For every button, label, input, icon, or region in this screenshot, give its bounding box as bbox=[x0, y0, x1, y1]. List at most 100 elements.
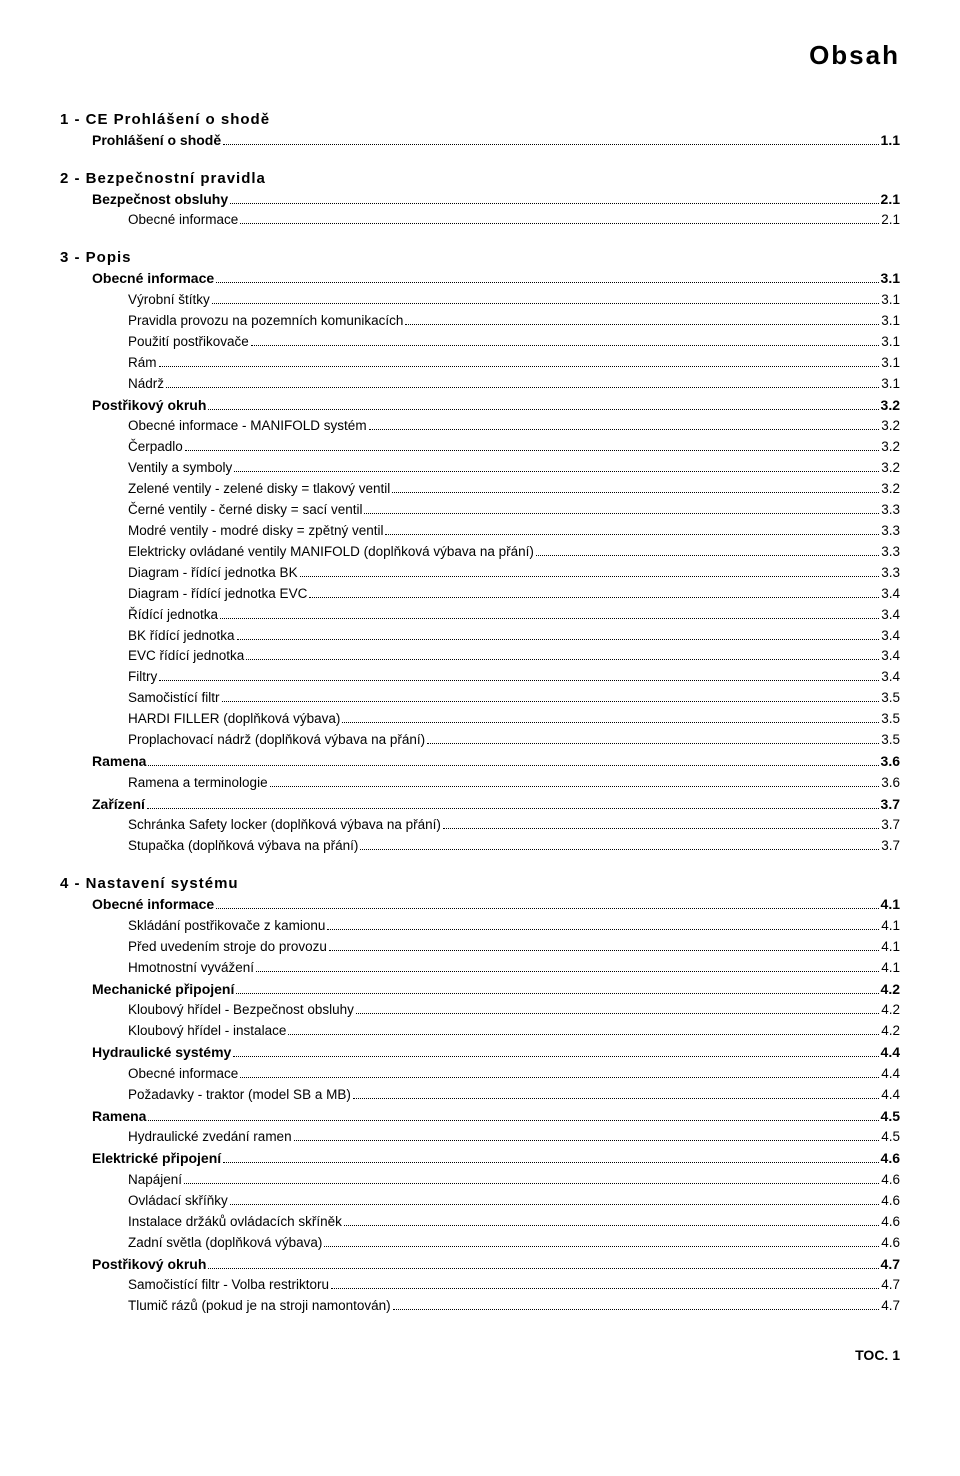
item-page: 3.2 bbox=[881, 479, 900, 500]
toc-item: Samočistící filtr - Volba restriktoru4.7 bbox=[60, 1275, 900, 1296]
section-page: 4.6 bbox=[881, 1148, 900, 1170]
item-page: 4.4 bbox=[881, 1064, 900, 1085]
leader-dots bbox=[385, 534, 879, 535]
toc-item: Elektricky ovládané ventily MANIFOLD (do… bbox=[60, 542, 900, 563]
toc-chapter: 2 - Bezpečnostní pravidlaBezpečnost obsl… bbox=[60, 170, 900, 232]
leader-dots bbox=[237, 639, 880, 640]
toc-item: Tlumič rázů (pokud je na stroji namontov… bbox=[60, 1296, 900, 1317]
item-page: 4.7 bbox=[881, 1275, 900, 1296]
leader-dots bbox=[216, 282, 878, 283]
leader-dots bbox=[270, 786, 880, 787]
item-page: 3.3 bbox=[881, 563, 900, 584]
leader-dots bbox=[393, 1309, 880, 1310]
toc-container: 1 - CE Prohlášení o shodě Prohlášení o sh… bbox=[60, 111, 900, 1317]
item-label: Samočistící filtr bbox=[128, 688, 220, 709]
toc-item: Obecné informace2.1 bbox=[60, 210, 900, 231]
item-label: Čerpadlo bbox=[128, 437, 183, 458]
section-label: Mechanické připojení bbox=[92, 979, 234, 1001]
leader-dots bbox=[536, 555, 879, 556]
item-label: Hydraulické zvedání ramen bbox=[128, 1127, 292, 1148]
item-label: Ovládací skříňky bbox=[128, 1191, 228, 1212]
toc-item: Nádrž3.1 bbox=[60, 374, 900, 395]
toc-item: Ventily a symboly3.2 bbox=[60, 458, 900, 479]
item-page: 3.6 bbox=[881, 773, 900, 794]
section-label: Obecné informace bbox=[92, 894, 214, 916]
item-page: 4.2 bbox=[881, 1000, 900, 1021]
leader-dots bbox=[208, 1268, 878, 1269]
toc-item: Proplachovací nádrž (doplňková výbava na… bbox=[60, 730, 900, 751]
leader-dots bbox=[208, 409, 878, 410]
toc-item: Ramena a terminologie 3.6 bbox=[60, 773, 900, 794]
item-page: 4.1 bbox=[881, 937, 900, 958]
leader-dots bbox=[443, 828, 879, 829]
toc-item: Výrobní štítky3.1 bbox=[60, 290, 900, 311]
item-label: HARDI FILLER (doplňková výbava) bbox=[128, 709, 340, 730]
leader-dots bbox=[147, 808, 879, 809]
item-page: 4.5 bbox=[881, 1127, 900, 1148]
item-label: Obecné informace bbox=[128, 1064, 238, 1085]
item-page: 3.1 bbox=[881, 290, 900, 311]
toc-item: Před uvedením stroje do provozu4.1 bbox=[60, 937, 900, 958]
leader-dots bbox=[251, 345, 879, 346]
item-label: Modré ventily - modré disky = zpětný ven… bbox=[128, 521, 383, 542]
toc-section: Postřikový okruh4.7 bbox=[60, 1254, 900, 1276]
leader-dots bbox=[234, 471, 879, 472]
section-page: 1.1 bbox=[881, 130, 900, 152]
item-page: 4.1 bbox=[881, 958, 900, 979]
section-page: 4.1 bbox=[881, 894, 900, 916]
item-page: 3.4 bbox=[881, 626, 900, 647]
item-page: 3.1 bbox=[881, 374, 900, 395]
leader-dots bbox=[324, 1246, 879, 1247]
section-label: Ramena bbox=[92, 751, 146, 773]
item-label: Instalace držáků ovládacích skříněk bbox=[128, 1212, 342, 1233]
leader-dots bbox=[166, 387, 879, 388]
item-page: 4.4 bbox=[881, 1085, 900, 1106]
chapter-title: 4 - Nastavení systému bbox=[60, 875, 900, 892]
leader-dots bbox=[364, 513, 879, 514]
leader-dots bbox=[344, 1225, 879, 1226]
item-page: 3.3 bbox=[881, 500, 900, 521]
item-label: Ventily a symboly bbox=[128, 458, 232, 479]
section-page: 4.7 bbox=[881, 1254, 900, 1276]
item-label: Filtry bbox=[128, 667, 157, 688]
item-page: 4.6 bbox=[881, 1191, 900, 1212]
leader-dots bbox=[331, 1288, 879, 1289]
toc-section: Zařízení3.7 bbox=[60, 794, 900, 816]
item-label: Požadavky - traktor (model SB a MB) bbox=[128, 1085, 351, 1106]
item-label: Černé ventily - černé disky = sací venti… bbox=[128, 500, 362, 521]
section-label: Hydraulické systémy bbox=[92, 1042, 231, 1064]
leader-dots bbox=[184, 1183, 879, 1184]
leader-dots bbox=[230, 203, 878, 204]
leader-dots bbox=[427, 743, 879, 744]
section-label: Zařízení bbox=[92, 794, 145, 816]
item-page: 4.6 bbox=[881, 1170, 900, 1191]
section-label: Prohlášení o shodě bbox=[92, 130, 221, 152]
toc-item: Řídící jednotka3.4 bbox=[60, 605, 900, 626]
item-label: Kloubový hřídel - instalace bbox=[128, 1021, 286, 1042]
toc-item: Stupačka (doplňková výbava na přání)3.7 bbox=[60, 836, 900, 857]
leader-dots bbox=[360, 849, 879, 850]
leader-dots bbox=[288, 1034, 879, 1035]
item-label: Skládání postřikovače z kamionu bbox=[128, 916, 325, 937]
item-page: 3.4 bbox=[881, 646, 900, 667]
leader-dots bbox=[223, 1162, 878, 1163]
item-label: Ramena a terminologie bbox=[128, 773, 268, 794]
leader-dots bbox=[223, 144, 878, 145]
item-label: Diagram - řídící jednotka EVC bbox=[128, 584, 307, 605]
toc-item: Filtry3.4 bbox=[60, 667, 900, 688]
section-label: Bezpečnost obsluhy bbox=[92, 189, 228, 211]
item-page: 4.6 bbox=[881, 1233, 900, 1254]
toc-section: Ramena3.6 bbox=[60, 751, 900, 773]
page-footer: TOC. 1 bbox=[60, 1347, 900, 1363]
item-page: 3.7 bbox=[881, 836, 900, 857]
item-page: 4.1 bbox=[881, 916, 900, 937]
item-label: Hmotnostní vyvážení bbox=[128, 958, 254, 979]
toc-section: Obecné informace 4.1 bbox=[60, 894, 900, 916]
item-page: 3.2 bbox=[881, 416, 900, 437]
toc-section: Elektrické připojení4.6 bbox=[60, 1148, 900, 1170]
toc-item: HARDI FILLER (doplňková výbava)3.5 bbox=[60, 709, 900, 730]
chapter-title: 1 - CE Prohlášení o shodě bbox=[60, 111, 900, 128]
leader-dots bbox=[220, 618, 879, 619]
section-label: Obecné informace bbox=[92, 268, 214, 290]
item-label: Rám bbox=[128, 353, 157, 374]
